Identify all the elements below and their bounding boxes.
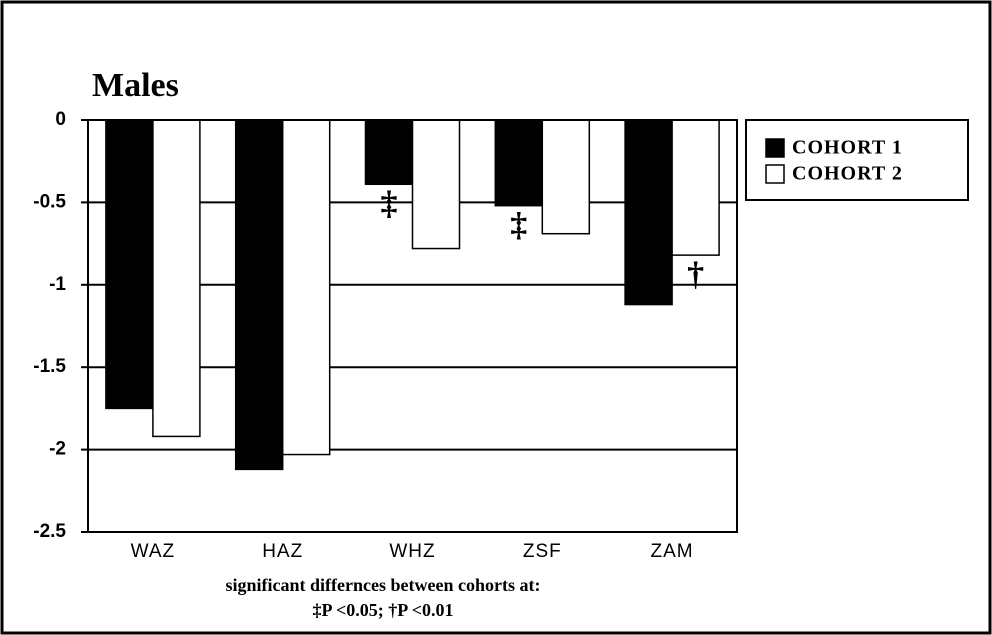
x-tick-label: WHZ (389, 541, 435, 562)
bar (624, 119, 673, 306)
footnote: ‡P <0.05; †P <0.01 (312, 600, 453, 620)
plot-border (87, 119, 738, 533)
y-tick-label: -1.5 (33, 356, 66, 377)
x-tick-label: ZSF (523, 541, 562, 562)
bar (281, 119, 331, 456)
y-tick-label: -2.5 (33, 521, 66, 542)
legend (745, 119, 969, 201)
y-tick-label: 0 (55, 109, 66, 130)
y-tick-label: -2 (49, 439, 66, 460)
x-tick-label: HAZ (262, 541, 303, 562)
bar (234, 119, 284, 471)
legend-label: COHORT 1 (792, 137, 903, 159)
y-tick-label: -0.5 (33, 191, 66, 212)
annotation: ‡ (510, 206, 527, 243)
chart-title: Males (92, 67, 179, 104)
legend-label: COHORT 2 (792, 163, 903, 185)
bar (152, 119, 201, 438)
footnote: significant differnces between cohorts a… (226, 575, 541, 595)
annotation: ‡ (381, 185, 398, 222)
bar (541, 119, 591, 235)
bar (364, 119, 414, 186)
bar (494, 119, 544, 207)
legend-swatch (765, 164, 785, 184)
x-tick-label: WAZ (131, 541, 176, 562)
annotation: † (687, 256, 704, 293)
legend-swatch (765, 138, 785, 158)
y-tick-label: -1 (49, 274, 66, 295)
bar (411, 119, 461, 250)
x-tick-label: ZAM (651, 541, 694, 562)
bar (671, 119, 720, 256)
bar (105, 119, 154, 410)
